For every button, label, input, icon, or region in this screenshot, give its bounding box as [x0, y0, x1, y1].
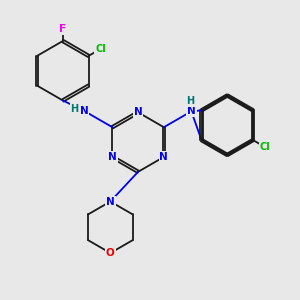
Text: Cl: Cl	[95, 44, 106, 54]
Text: N: N	[160, 152, 168, 162]
Text: N: N	[80, 106, 88, 116]
Text: H: H	[70, 104, 78, 114]
Text: H: H	[186, 97, 194, 106]
Text: O: O	[106, 248, 115, 258]
Text: Cl: Cl	[260, 142, 270, 152]
Text: F: F	[59, 24, 66, 34]
Text: N: N	[134, 107, 142, 117]
Text: N: N	[106, 196, 115, 206]
Text: N: N	[108, 152, 117, 162]
Text: N: N	[187, 106, 196, 116]
